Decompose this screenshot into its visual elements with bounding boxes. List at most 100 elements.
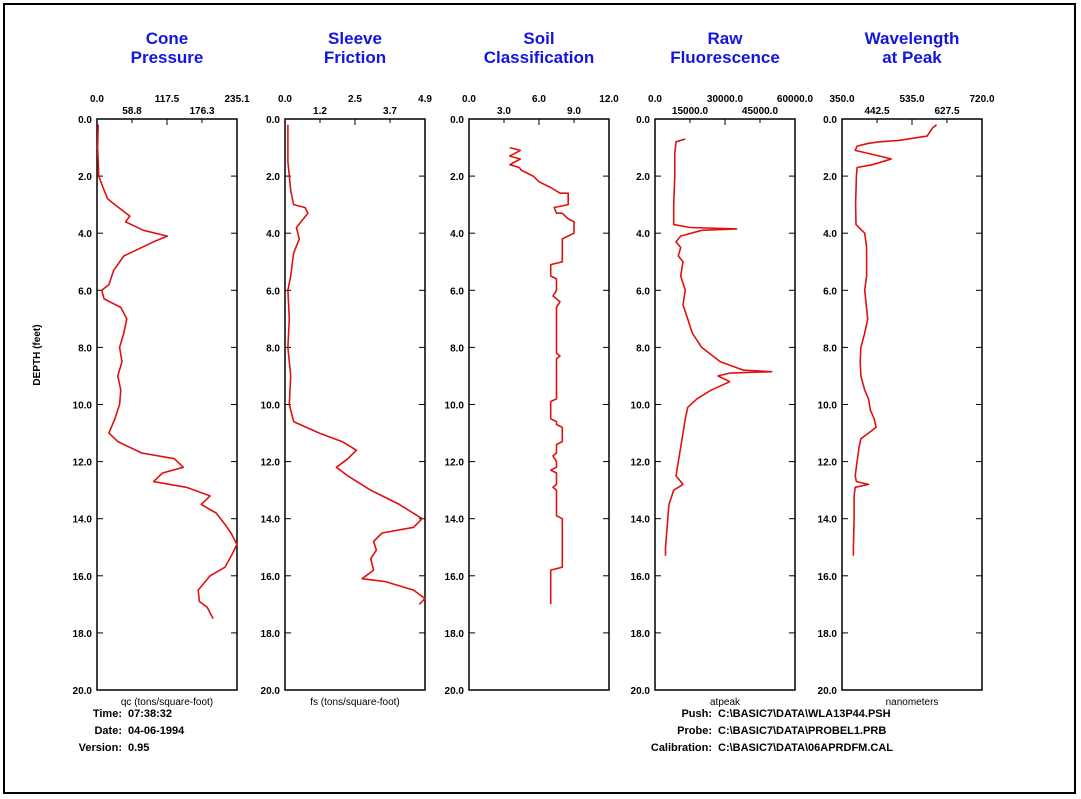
depth-tick-label: 12.0	[818, 458, 838, 469]
panel-title-line: Classification	[484, 48, 595, 67]
sub-tick-label: 15000.0	[672, 106, 709, 117]
depth-tick-label: 16.0	[631, 572, 651, 583]
time-label: Time:	[93, 708, 122, 720]
panel-title-line: Wavelength	[865, 29, 960, 48]
depth-tick-label: 0.0	[636, 115, 650, 126]
depth-tick-label: 8.0	[450, 343, 464, 354]
depth-tick-label: 8.0	[266, 343, 280, 354]
depth-tick-label: 0.0	[450, 115, 464, 126]
depth-tick-label: 10.0	[818, 401, 838, 412]
footer-left: Time: 07:38:32 Date: 04-06-1994 Version:…	[79, 708, 186, 754]
top-tick-label: 350.0	[829, 94, 854, 105]
depth-tick-label: 10.0	[445, 401, 465, 412]
depth-tick-label: 12.0	[73, 458, 93, 469]
depth-tick-label: 10.0	[261, 401, 281, 412]
depth-tick-label: 12.0	[261, 458, 281, 469]
depth-tick-label: 6.0	[450, 286, 464, 297]
top-tick-label: 12.0	[599, 94, 619, 105]
depth-tick-label: 4.0	[266, 229, 280, 240]
depth-tick-label: 18.0	[631, 629, 651, 640]
panel-title-line: Raw	[708, 29, 744, 48]
depth-tick-label: 8.0	[78, 343, 92, 354]
top-tick-label: 0.0	[462, 94, 476, 105]
depth-tick-label: 8.0	[636, 343, 650, 354]
panel-title-line: Pressure	[131, 48, 204, 67]
depth-tick-label: 18.0	[818, 629, 838, 640]
panel-title-line: Friction	[324, 48, 386, 67]
depth-tick-label: 12.0	[631, 458, 651, 469]
top-tick-label: 0.0	[90, 94, 104, 105]
panel-xlabel: atpeak	[710, 697, 741, 708]
depth-tick-label: 6.0	[266, 286, 280, 297]
top-tick-label: 720.0	[969, 94, 994, 105]
date-label: Date:	[94, 725, 122, 737]
depth-tick-label: 20.0	[73, 686, 93, 697]
top-tick-label: 30000.0	[707, 94, 744, 105]
depth-tick-label: 6.0	[823, 286, 837, 297]
depth-tick-label: 20.0	[445, 686, 465, 697]
panel-title-line: at Peak	[882, 48, 942, 67]
depth-tick-label: 14.0	[818, 515, 838, 526]
time-value: 07:38:32	[128, 708, 172, 720]
series-line	[508, 146, 575, 605]
top-tick-label: 0.0	[278, 94, 292, 105]
depth-tick-label: 10.0	[73, 401, 93, 412]
sub-tick-label: 9.0	[567, 106, 581, 117]
panel-xlabel: fs (tons/square-foot)	[310, 697, 399, 708]
panel-title-line: Soil	[523, 29, 554, 48]
sub-tick-label: 3.7	[383, 106, 397, 117]
probe-value: C:\BASIC7\DATA\PROBEL1.PRB	[718, 725, 886, 737]
panel-xlabel: qc (tons/square-foot)	[121, 697, 213, 708]
top-tick-label: 60000.0	[777, 94, 814, 105]
push-value: C:\BASIC7\DATA\WLA13P44.PSH	[718, 708, 891, 720]
footer-right: Push: C:\BASIC7\DATA\WLA13P44.PSH Probe:…	[651, 708, 893, 754]
panel-title-line: Cone	[146, 29, 189, 48]
sub-tick-label: 176.3	[189, 106, 214, 117]
calibration-value: C:\BASIC7\DATA\06APRDFM.CAL	[718, 742, 893, 754]
depth-tick-label: 0.0	[266, 115, 280, 126]
depth-tick-label: 0.0	[823, 115, 837, 126]
sub-tick-label: 442.5	[864, 106, 889, 117]
panel-frame	[284, 118, 426, 691]
probe-label: Probe:	[677, 725, 712, 737]
y-axis-label: DEPTH (feet)	[32, 324, 43, 385]
depth-tick-label: 16.0	[73, 572, 93, 583]
top-tick-label: 117.5	[155, 94, 180, 105]
panel-title-line: Fluorescence	[670, 48, 780, 67]
push-label: Push:	[681, 708, 712, 720]
version-value: 0.95	[128, 742, 149, 754]
calibration-label: Calibration:	[651, 742, 712, 754]
series-line	[664, 138, 773, 556]
depth-tick-label: 18.0	[73, 629, 93, 640]
depth-tick-label: 18.0	[445, 629, 465, 640]
depth-tick-label: 4.0	[450, 229, 464, 240]
depth-tick-label: 4.0	[78, 229, 92, 240]
top-tick-label: 535.0	[899, 94, 924, 105]
depth-tick-label: 16.0	[818, 572, 838, 583]
depth-tick-label: 0.0	[78, 115, 92, 126]
date-value: 04-06-1994	[128, 725, 185, 737]
top-tick-label: 0.0	[648, 94, 662, 105]
depth-tick-label: 4.0	[636, 229, 650, 240]
panel-frame	[468, 118, 610, 691]
depth-tick-label: 2.0	[78, 172, 92, 183]
depth-tick-label: 12.0	[445, 458, 465, 469]
panel-xlabel: nanometers	[886, 697, 939, 708]
top-tick-label: 235.1	[224, 94, 249, 105]
depth-tick-label: 2.0	[450, 172, 464, 183]
depth-tick-label: 2.0	[266, 172, 280, 183]
depth-tick-label: 8.0	[823, 343, 837, 354]
top-tick-label: 2.5	[348, 94, 362, 105]
depth-tick-label: 20.0	[818, 686, 838, 697]
depth-tick-label: 6.0	[636, 286, 650, 297]
series-line	[852, 124, 938, 556]
sub-tick-label: 58.8	[122, 106, 142, 117]
depth-tick-label: 6.0	[78, 286, 92, 297]
depth-tick-label: 2.0	[636, 172, 650, 183]
panel-title-line: Sleeve	[328, 29, 382, 48]
